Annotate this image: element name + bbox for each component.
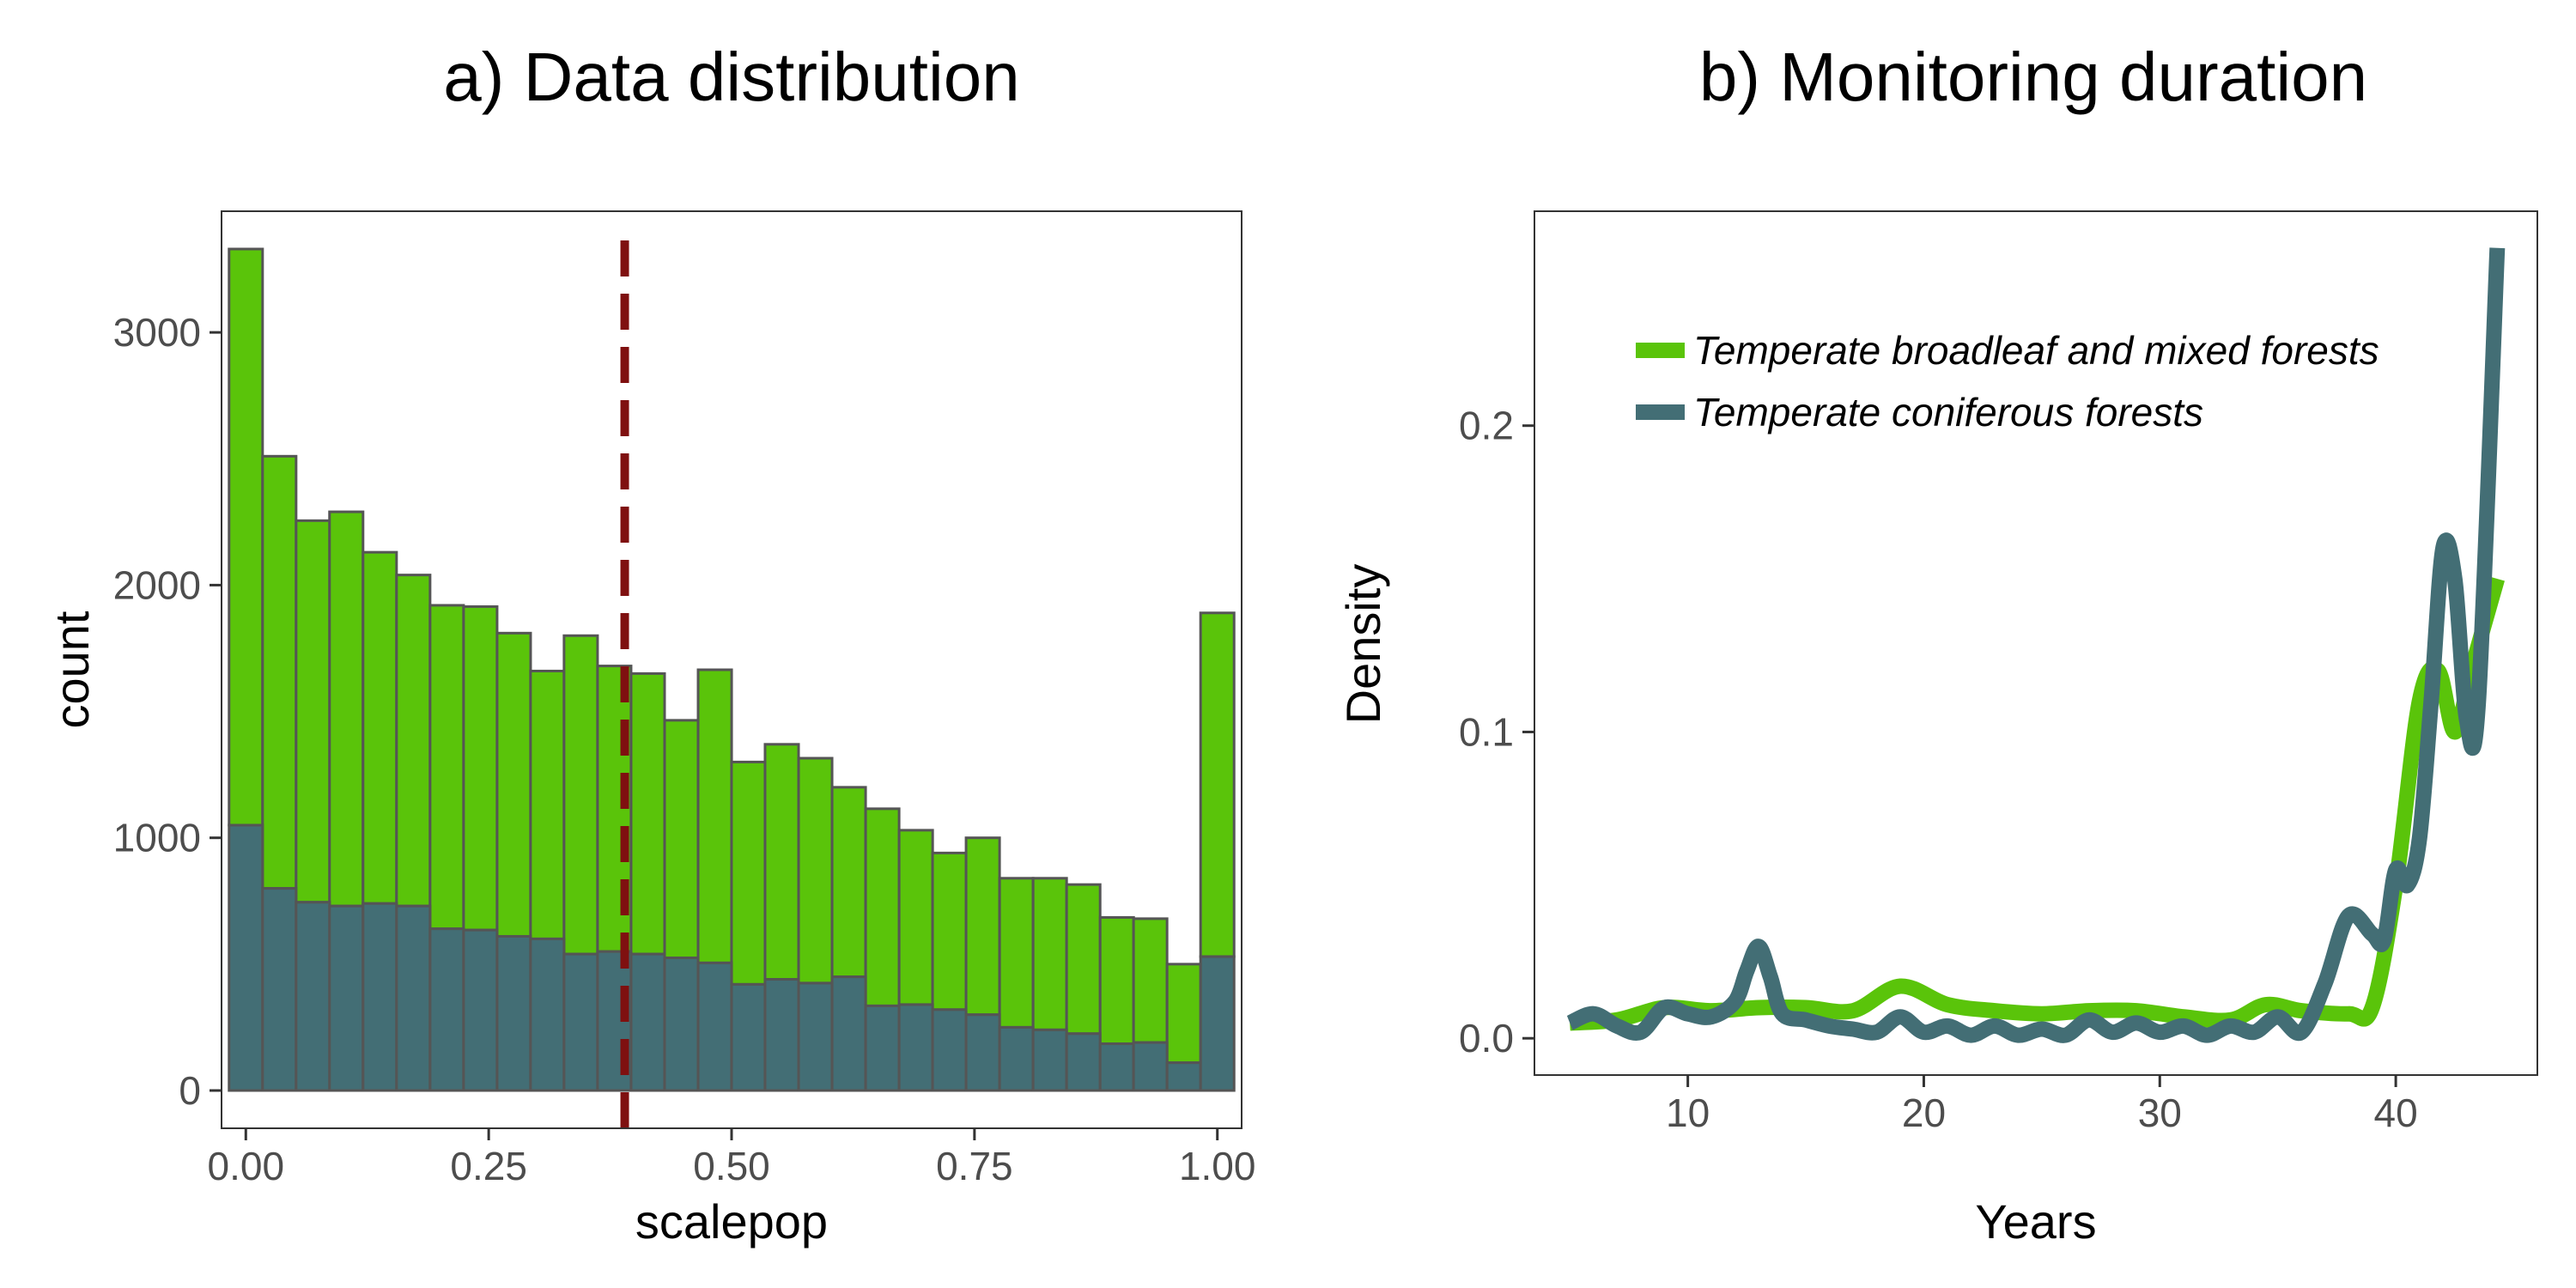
bar-green [696, 668, 733, 964]
bar-teal [629, 952, 666, 1092]
bar-teal [228, 823, 264, 1092]
bar-green [395, 574, 432, 908]
x-tick-label: 30 [2138, 1091, 2182, 1135]
bar-green [295, 519, 331, 904]
bar-green [361, 550, 398, 905]
bar-green [529, 669, 566, 940]
bar-green [797, 756, 834, 985]
panel-a-histogram: a) Data distribution 0.00 0.25 0.50 0.75 1.0… [45, 39, 1255, 1249]
bar-green [998, 877, 1035, 1029]
y-tick-label: 2000 [113, 562, 201, 607]
legend-label-coniferous: Temperate coniferous forests [1693, 390, 2203, 434]
density-lines [1566, 247, 2506, 1043]
legend: Temperate broadleaf and mixed forests Te… [1636, 328, 2379, 434]
panel-a-x-ticks: 0.00 0.25 0.50 0.75 1.00 [208, 1128, 1256, 1188]
bar-teal [529, 937, 566, 1092]
bar-teal [763, 978, 800, 1092]
density-line-broadleaf [1569, 576, 2505, 1031]
bar-teal [328, 904, 365, 1092]
bar-green [763, 743, 800, 981]
bar-green [964, 836, 1001, 1017]
panel-b-frame [1534, 210, 2538, 1076]
x-tick-label: 0.25 [450, 1144, 527, 1188]
bar-teal [830, 975, 867, 1092]
bar-green [730, 760, 767, 986]
panel-b-title: b) Monitoring duration [1699, 39, 2367, 115]
x-tick-label: 40 [2374, 1091, 2418, 1135]
bar-teal [998, 1025, 1035, 1092]
x-tick-label: 0.00 [208, 1144, 285, 1188]
y-tick-label: 0.0 [1459, 1016, 1514, 1060]
bar-green [663, 719, 700, 959]
bar-teal [964, 1013, 1001, 1092]
panel-b-density: b) Monitoring duration 10 20 30 40 0.00.10.… [1336, 39, 2538, 1249]
x-tick-label: 10 [1666, 1091, 1710, 1135]
histogram-bars-teal [228, 823, 1236, 1092]
density-line-coniferous [1566, 247, 2506, 1043]
histogram-bars-green [228, 247, 1236, 1065]
bar-teal [1098, 1042, 1135, 1092]
y-tick-label: 0.2 [1459, 404, 1514, 448]
bar-teal [730, 982, 767, 1092]
y-tick-label: 3000 [113, 310, 201, 355]
bar-green [328, 510, 365, 908]
x-tick-label: 20 [1902, 1091, 1946, 1135]
bar-green [1098, 915, 1135, 1046]
bar-teal [295, 901, 331, 1092]
y-tick-label: 1000 [113, 816, 201, 860]
bar-green [495, 631, 532, 938]
bar-teal [864, 1004, 901, 1092]
bar-green [1031, 877, 1068, 1031]
bar-teal [797, 981, 834, 1092]
bar-teal [395, 904, 432, 1092]
bar-teal [261, 887, 298, 1092]
bar-teal [428, 927, 465, 1092]
y-tick-label: 0.1 [1459, 709, 1514, 754]
panel-b-x-label: Years [1975, 1194, 2096, 1249]
y-tick-label: 0 [179, 1068, 201, 1113]
bar-green [1132, 917, 1169, 1044]
bar-green [261, 454, 298, 890]
bar-teal [1031, 1028, 1068, 1092]
bar-green [1165, 963, 1202, 1065]
bar-green [462, 605, 499, 932]
bar-teal [462, 928, 499, 1092]
bar-teal [696, 961, 733, 1092]
bar-teal [663, 956, 700, 1092]
panel-a-y-ticks: 0 1000 2000 3000 [113, 310, 222, 1113]
bar-green [1199, 611, 1236, 958]
bar-green [629, 671, 666, 956]
bar-green [931, 851, 968, 1012]
bar-teal [1165, 1061, 1202, 1092]
panel-a-title: a) Data distribution [443, 39, 1019, 115]
bar-green [830, 786, 867, 979]
panel-a-y-label: count [45, 611, 99, 728]
bar-teal [1132, 1041, 1169, 1092]
legend-label-broadleaf: Temperate broadleaf and mixed forests [1693, 328, 2379, 373]
bar-teal [931, 1008, 968, 1092]
panel-b-x-ticks: 10 20 30 40 [1666, 1075, 2418, 1135]
bar-teal [1199, 955, 1236, 1092]
bar-green [864, 807, 901, 1007]
bar-teal [495, 934, 532, 1092]
x-tick-label: 1.00 [1179, 1144, 1256, 1188]
bar-green [897, 829, 934, 1006]
bar-green [428, 604, 465, 931]
panel-b-y-ticks: 0.0 0.1 0.2 [1459, 404, 1534, 1060]
bar-green [562, 634, 599, 956]
bar-teal [1065, 1032, 1102, 1092]
x-tick-label: 0.50 [693, 1144, 770, 1188]
bar-green [1065, 883, 1102, 1036]
panel-b-y-label: Density [1336, 564, 1390, 725]
bar-teal [361, 902, 398, 1092]
bar-green [228, 247, 264, 827]
panel-a-x-label: scalepop [635, 1194, 828, 1249]
bar-teal [562, 952, 599, 1092]
bar-teal [897, 1003, 934, 1092]
x-tick-label: 0.75 [936, 1144, 1013, 1188]
